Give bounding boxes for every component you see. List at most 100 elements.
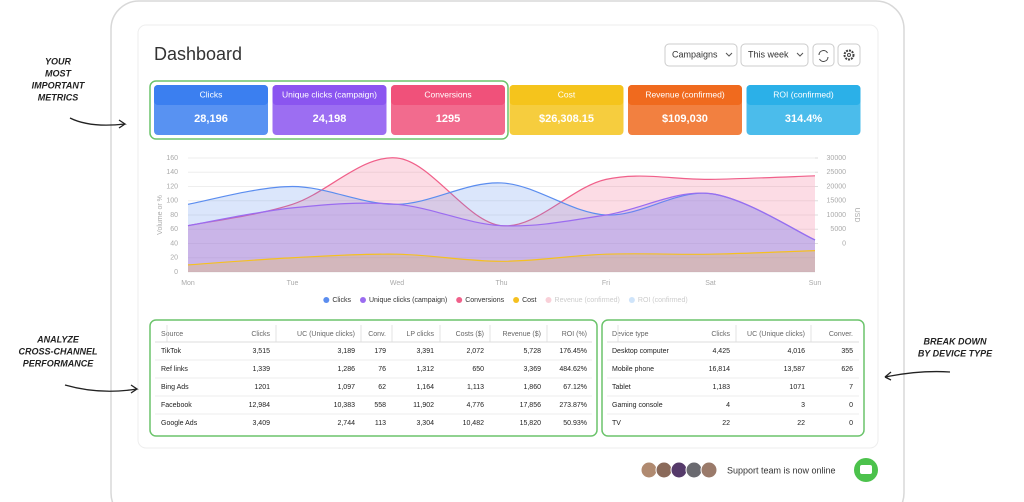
table-cell: Desktop computer (612, 348, 669, 355)
table-cell: TikTok (161, 348, 181, 355)
table-cell: 17,856 (520, 402, 542, 409)
y-tick-label: 40 (170, 240, 178, 247)
y2-tick-label: 10000 (827, 212, 847, 219)
panel-border (137, 24, 879, 449)
table-cell: 113 (375, 420, 386, 427)
arrow (64, 384, 139, 394)
dropdown-label: This week (748, 49, 789, 59)
refresh-button[interactable] (812, 43, 835, 67)
avatars (640, 461, 718, 479)
legend-item: ROI (confirmed) (628, 297, 688, 304)
legend-item: Cost (513, 297, 537, 304)
x-tick-label: Tue (287, 280, 299, 287)
table-cell: 3,189 (337, 348, 355, 355)
arrow (69, 117, 127, 129)
table-cell: 4 (726, 402, 730, 409)
annotation: MOST (45, 68, 73, 78)
annotation: PERFORMANCE (23, 358, 94, 368)
y2-tick-label: 20000 (827, 183, 847, 190)
column-header: Source (161, 331, 183, 338)
table-cell: Ref links (161, 366, 188, 373)
x-tick-label: Sun (809, 280, 822, 287)
table-cell: 2,744 (337, 420, 355, 427)
table-cell: 62 (378, 384, 386, 391)
highlight (149, 80, 509, 140)
table-cell: 13,587 (784, 366, 806, 373)
area-line (187, 192, 816, 241)
area-line (187, 250, 816, 266)
table-cell: 558 (374, 402, 386, 409)
chevron (796, 52, 804, 57)
column-header: Revenue ($) (502, 331, 541, 338)
chat-icon (860, 465, 872, 474)
metric-value: $109,030 (662, 113, 708, 125)
annotation: ANALYZE (36, 334, 80, 344)
column-header: Clicks (711, 331, 730, 338)
column-header: Device type (612, 331, 649, 338)
annotation: BY DEVICE TYPE (918, 348, 993, 358)
table-cell: 1,113 (467, 384, 484, 391)
title: Dashboard (154, 44, 242, 64)
table-cell: Mobile phone (612, 366, 654, 373)
table-cell: Google Ads (161, 420, 198, 427)
settings-icon (847, 53, 851, 57)
annotation: CROSS-CHANNEL (18, 346, 97, 356)
x-tick-label: Wed (390, 280, 404, 287)
x-tick-label: Mon (181, 280, 195, 287)
table-cell: 1071 (789, 384, 805, 391)
settings-button[interactable] (837, 43, 861, 67)
metric-label: Unique clicks (campaign) (282, 89, 377, 99)
table-cell: 1,286 (337, 366, 355, 373)
table-cell: Tablet (612, 384, 631, 391)
metric-label: ROI (confirmed) (773, 89, 834, 99)
y2-tick-label: 30000 (827, 155, 847, 162)
table-cell: 3,515 (252, 348, 270, 355)
x-tick-label: Sat (705, 280, 716, 287)
y-tick-label: 100 (166, 198, 178, 205)
table-cell: 3,304 (416, 420, 434, 427)
area (188, 193, 815, 272)
metric-label: Cost (558, 89, 576, 99)
annotation: IMPORTANT (32, 80, 86, 90)
column-header: Costs ($) (456, 331, 484, 338)
table-cell: 3,409 (252, 420, 270, 427)
y-tick-label: 140 (166, 169, 178, 176)
column-header: Conv. (368, 331, 386, 338)
y-tick-label: 0 (174, 269, 178, 276)
y-tick-label: 120 (166, 183, 178, 190)
metric-card-header (272, 85, 387, 105)
column-header: ROI (%) (562, 331, 587, 338)
period-dropdown[interactable] (740, 43, 809, 67)
support-text: Support team is now online (727, 465, 836, 475)
table-cell: 22 (797, 420, 805, 427)
legend-label: ROI (confirmed) (638, 297, 688, 304)
metric-label: Clicks (200, 89, 223, 99)
legend-swatch (359, 297, 366, 303)
metric-card-header (628, 85, 742, 105)
annotation: BREAK DOWN (924, 336, 987, 346)
metric-value: 28,196 (194, 113, 228, 125)
table-cell: 10,482 (463, 420, 485, 427)
column-header: LP clicks (407, 331, 435, 338)
metric-card-header (154, 85, 268, 105)
table-cell: 67.12% (563, 384, 587, 391)
metric-value: $26,308.15 (539, 113, 594, 125)
legend-label: Conversions (465, 297, 504, 304)
legend-swatch (513, 297, 520, 303)
table-cell: 0 (849, 420, 853, 427)
settings-icon (843, 49, 855, 61)
table-cell: 10,383 (334, 402, 356, 409)
table-cell: 626 (841, 366, 853, 373)
y2-axis-title: USD (853, 208, 860, 223)
legend-swatch (323, 297, 330, 303)
y2-tick-label: 0 (842, 240, 846, 247)
campaigns-dropdown[interactable] (664, 43, 738, 67)
y2-tick-label: 25000 (827, 169, 847, 176)
legend-swatch (545, 297, 552, 303)
column-header: UC (Unique clicks) (297, 331, 355, 338)
area (188, 182, 815, 272)
legend-label: Revenue (confirmed) (555, 297, 620, 304)
table-cell: Facebook (161, 402, 192, 409)
y2-tick-label: 15000 (827, 198, 847, 205)
